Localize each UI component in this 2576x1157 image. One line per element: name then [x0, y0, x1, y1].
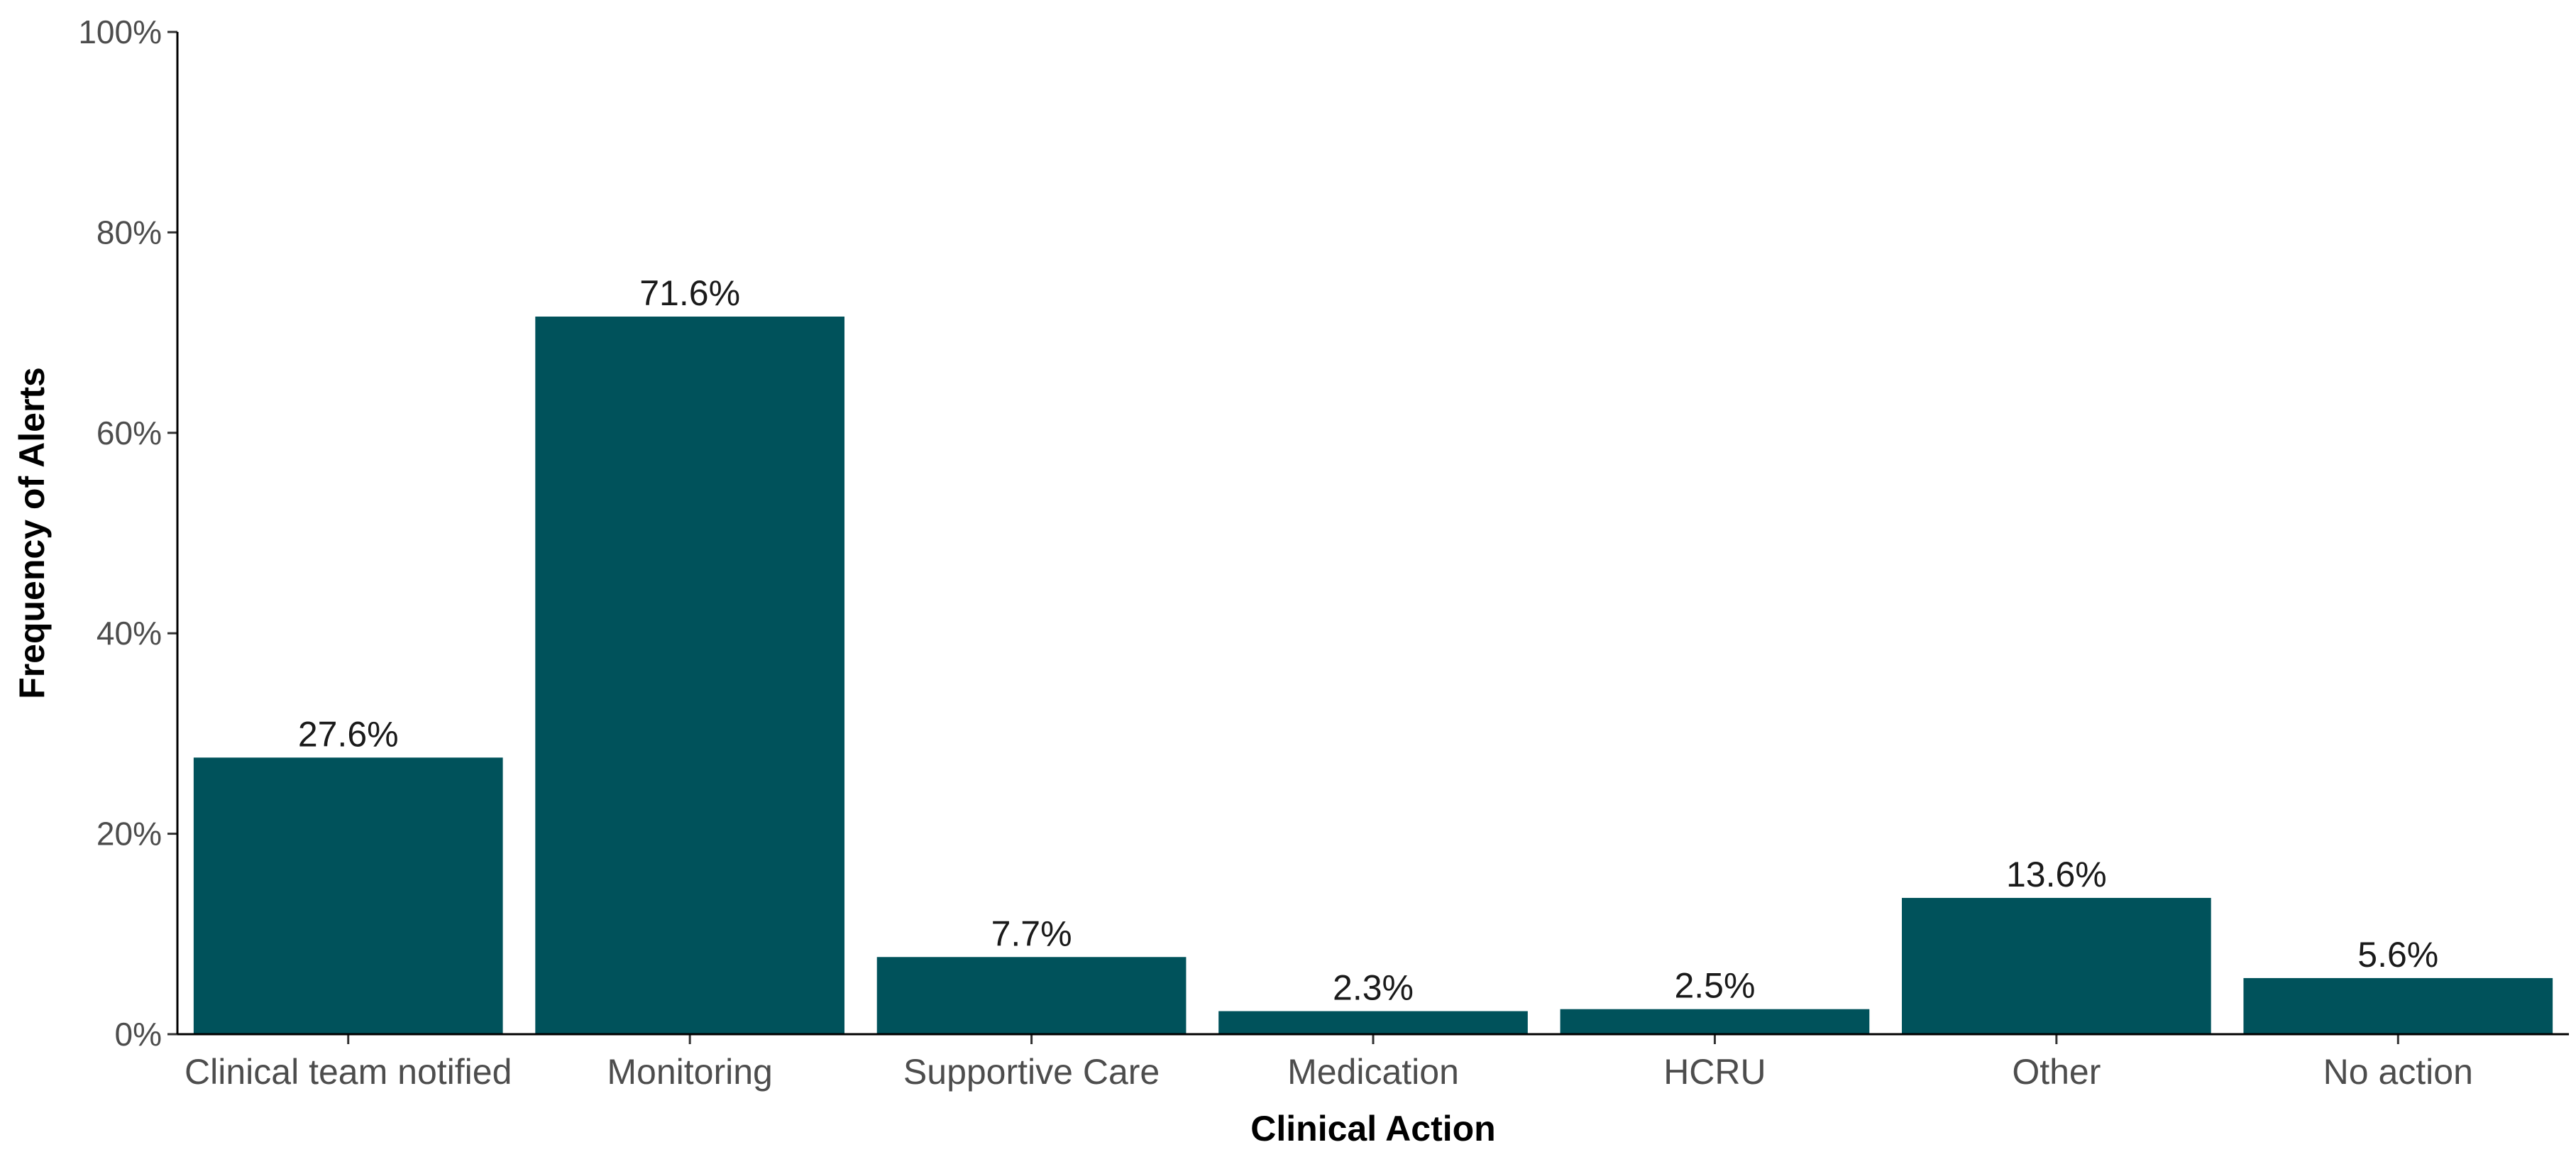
- y-axis-ticks: 0% 20% 40% 60% 80% 100%: [78, 13, 177, 1053]
- data-label: 27.6%: [298, 714, 399, 754]
- data-labels: 27.6% 71.6% 7.7% 2.3% 2.5% 13.6% 5.6%: [298, 273, 2438, 1008]
- bar: [535, 317, 844, 1034]
- data-label: 7.7%: [991, 914, 1072, 953]
- x-tick-label: No action: [2323, 1052, 2473, 1092]
- y-axis-title: Frequency of Alerts: [12, 367, 52, 699]
- data-label: 13.6%: [2006, 855, 2107, 894]
- bar: [1560, 1009, 1870, 1034]
- x-tick-label: HCRU: [1663, 1052, 1766, 1092]
- x-tick-label: Medication: [1287, 1052, 1459, 1092]
- y-tick-label: 100%: [78, 13, 162, 50]
- y-tick-label: 0%: [115, 1016, 162, 1053]
- bar: [193, 757, 503, 1034]
- bar: [876, 957, 1187, 1034]
- data-label: 71.6%: [639, 273, 740, 313]
- x-axis-title: Clinical Action: [1250, 1109, 1495, 1148]
- x-axis-ticks: Clinical team notified Monitoring Supporti…: [185, 1034, 2473, 1092]
- bar: [1902, 897, 2211, 1034]
- y-tick-label: 40%: [97, 615, 162, 652]
- bars: [193, 317, 2553, 1034]
- y-tick-label: 20%: [97, 816, 162, 852]
- x-tick-label: Supportive Care: [903, 1052, 1160, 1092]
- bar: [2243, 977, 2553, 1034]
- data-label: 5.6%: [2357, 935, 2438, 975]
- y-tick-label: 80%: [97, 214, 162, 251]
- x-tick-label: Other: [2012, 1052, 2101, 1092]
- x-tick-label: Clinical team notified: [185, 1052, 512, 1092]
- y-tick-label: 60%: [97, 415, 162, 451]
- data-label: 2.5%: [1674, 966, 1755, 1006]
- x-tick-label: Monitoring: [607, 1052, 772, 1092]
- data-label: 2.3%: [1333, 968, 1414, 1008]
- bar: [1218, 1011, 1528, 1034]
